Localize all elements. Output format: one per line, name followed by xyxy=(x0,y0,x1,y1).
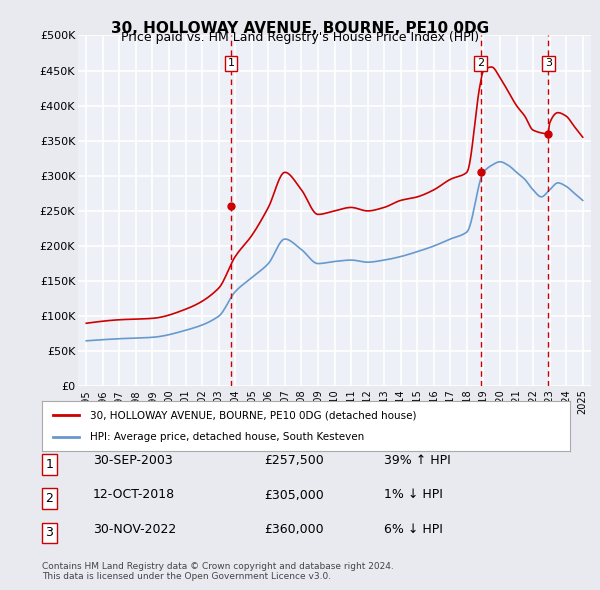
Text: 39% ↑ HPI: 39% ↑ HPI xyxy=(384,454,451,467)
Text: 30, HOLLOWAY AVENUE, BOURNE, PE10 0DG (detached house): 30, HOLLOWAY AVENUE, BOURNE, PE10 0DG (d… xyxy=(89,410,416,420)
Text: 1: 1 xyxy=(45,458,53,471)
Text: Price paid vs. HM Land Registry's House Price Index (HPI): Price paid vs. HM Land Registry's House … xyxy=(121,31,479,44)
Text: 2: 2 xyxy=(477,58,484,68)
Text: 12-OCT-2018: 12-OCT-2018 xyxy=(93,489,175,502)
Text: £305,000: £305,000 xyxy=(264,489,324,502)
Text: 30-NOV-2022: 30-NOV-2022 xyxy=(93,523,176,536)
Text: 3: 3 xyxy=(45,526,53,539)
Text: Contains HM Land Registry data © Crown copyright and database right 2024.
This d: Contains HM Land Registry data © Crown c… xyxy=(42,562,394,581)
Text: 6% ↓ HPI: 6% ↓ HPI xyxy=(384,523,443,536)
Text: 1: 1 xyxy=(227,58,235,68)
Text: 2: 2 xyxy=(45,492,53,505)
Text: 30-SEP-2003: 30-SEP-2003 xyxy=(93,454,173,467)
Text: 3: 3 xyxy=(545,58,552,68)
Text: 1% ↓ HPI: 1% ↓ HPI xyxy=(384,489,443,502)
Text: 30, HOLLOWAY AVENUE, BOURNE, PE10 0DG: 30, HOLLOWAY AVENUE, BOURNE, PE10 0DG xyxy=(111,21,489,35)
Text: HPI: Average price, detached house, South Kesteven: HPI: Average price, detached house, Sout… xyxy=(89,432,364,442)
Text: £360,000: £360,000 xyxy=(264,523,323,536)
Text: £257,500: £257,500 xyxy=(264,454,324,467)
